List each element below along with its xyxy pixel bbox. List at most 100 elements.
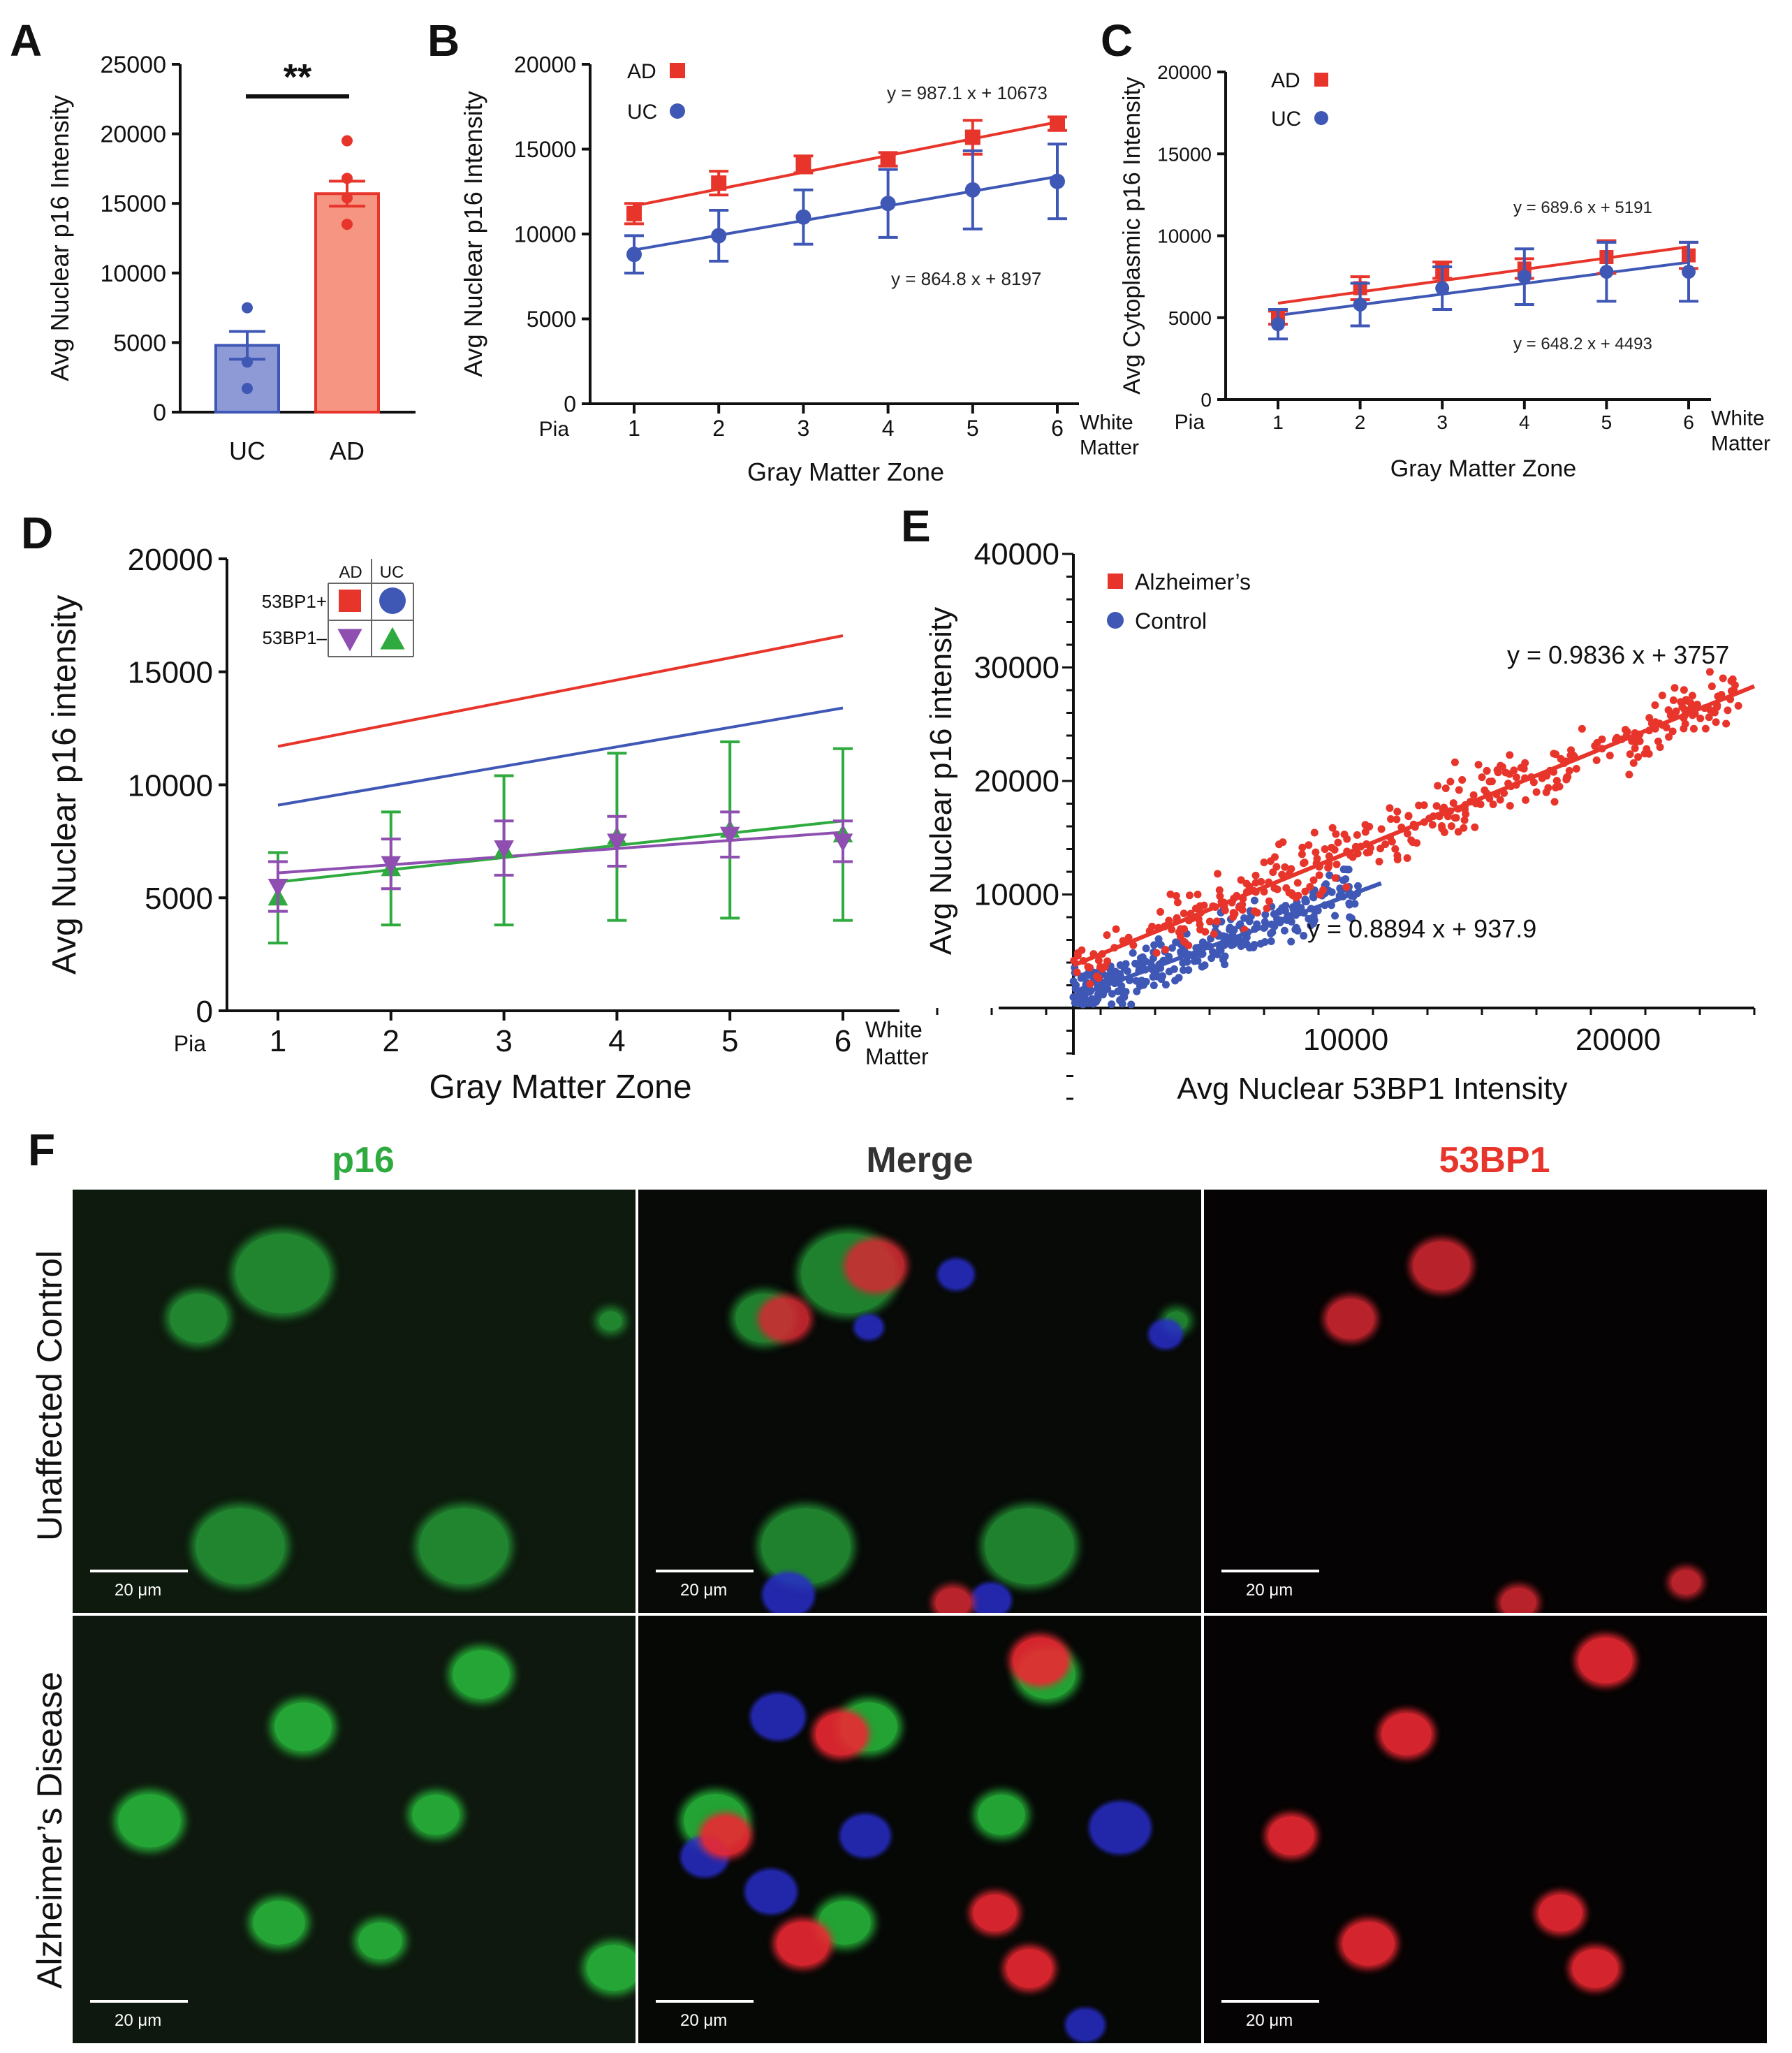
scatter-point bbox=[1108, 990, 1116, 998]
y-tick-label: 20000 bbox=[128, 543, 213, 577]
y-tick-label: 15000 bbox=[128, 656, 213, 690]
scatter-point bbox=[1680, 686, 1688, 694]
cell bbox=[358, 1922, 402, 1960]
cell bbox=[1342, 1921, 1395, 1966]
scatter-point bbox=[1265, 897, 1273, 905]
legend-label-ad: Alzheimer’s bbox=[1135, 569, 1251, 594]
scatter-point bbox=[1428, 821, 1437, 829]
scatter-point bbox=[1281, 902, 1290, 910]
data-point bbox=[1435, 281, 1450, 295]
scatter-point bbox=[1393, 808, 1402, 816]
x-tick-label: 5 bbox=[1601, 411, 1613, 433]
data-point bbox=[341, 192, 353, 204]
x-axis-title: Avg Nuclear 53BP1 Intensity bbox=[1177, 1072, 1567, 1106]
scatter-point bbox=[1565, 766, 1573, 775]
legend-marker-ad-pos bbox=[339, 590, 361, 612]
micro-row-control: Unaffected Control bbox=[30, 1250, 69, 1541]
fit-equation-uc: y = 648.2 x + 4493 bbox=[1513, 335, 1652, 353]
legend-marker-ad-neg bbox=[337, 629, 362, 652]
x-tick-label: 2 bbox=[383, 1024, 399, 1058]
scatter-point bbox=[1172, 892, 1180, 900]
y-tick-label: 30000 bbox=[974, 651, 1059, 685]
micro-col-merge: Merge bbox=[866, 1140, 973, 1181]
scatter-point bbox=[1415, 801, 1423, 810]
legend-label-uc: UC bbox=[627, 101, 657, 124]
scatter-point bbox=[1640, 750, 1649, 758]
data-point bbox=[1050, 116, 1065, 132]
cell bbox=[1327, 1299, 1374, 1339]
scatter-point bbox=[1342, 883, 1351, 891]
y-tick-label: 25000 bbox=[100, 52, 166, 78]
scatter-point bbox=[1309, 876, 1318, 884]
scatter-point bbox=[1166, 890, 1175, 898]
cell bbox=[1268, 1816, 1314, 1856]
x-tick-label: 5 bbox=[721, 1024, 738, 1058]
x-axis-left-end: Pia bbox=[1175, 411, 1205, 434]
scatter-point bbox=[1245, 944, 1254, 952]
scale-bar bbox=[1221, 1570, 1319, 1572]
scatter-point bbox=[1289, 905, 1298, 914]
scatter-point bbox=[1353, 882, 1362, 890]
scatter-point bbox=[1201, 928, 1210, 936]
chart-e: 10000 20000 10000 20000 30000 40000 Avg Nuclea… bbox=[924, 537, 1756, 1106]
scatter-point bbox=[1550, 798, 1559, 806]
scatter-point bbox=[1532, 788, 1541, 796]
scatter-point bbox=[1148, 922, 1156, 930]
scatter-point bbox=[1073, 949, 1082, 957]
scatter-point bbox=[1455, 786, 1463, 794]
x-tick-label: 1 bbox=[270, 1024, 286, 1058]
fit-line bbox=[277, 634, 844, 748]
scatter-point bbox=[1120, 964, 1129, 972]
scatter-point bbox=[1298, 843, 1307, 852]
scatter-point bbox=[1194, 915, 1203, 923]
scale-bar bbox=[90, 1570, 188, 1572]
scatter-point bbox=[1645, 714, 1654, 722]
scatter-point bbox=[1116, 996, 1124, 1004]
cell bbox=[235, 1233, 330, 1314]
scatter-point bbox=[1156, 907, 1165, 916]
scatter-point bbox=[1334, 838, 1342, 847]
data-point bbox=[242, 302, 253, 314]
cell bbox=[971, 1584, 1011, 1613]
scatter-point bbox=[1103, 972, 1111, 980]
scatter-point bbox=[1321, 845, 1329, 854]
data-point bbox=[341, 135, 353, 147]
scatter-point bbox=[1108, 1000, 1116, 1009]
data-point bbox=[880, 152, 896, 168]
y-tick-label: 20000 bbox=[514, 52, 576, 78]
scatter-point bbox=[1235, 921, 1244, 930]
x-tick-label: 3 bbox=[495, 1024, 512, 1058]
scatter-point bbox=[1213, 950, 1221, 958]
scatter-point bbox=[1345, 900, 1353, 909]
scatter-point bbox=[1696, 714, 1705, 722]
scatter-point bbox=[1634, 753, 1643, 761]
scatter-point bbox=[1132, 977, 1140, 985]
x-tick-label: 4 bbox=[1519, 411, 1530, 433]
cell bbox=[1150, 1320, 1182, 1347]
scatter-point bbox=[1512, 773, 1520, 782]
scatter-point bbox=[1552, 777, 1561, 785]
scatter-point bbox=[1689, 724, 1698, 733]
scatter-point bbox=[1191, 954, 1199, 962]
scatter-point bbox=[1292, 923, 1300, 932]
scatter-point bbox=[1082, 998, 1090, 1007]
x-axis-title: Gray Matter Zone bbox=[1390, 455, 1576, 482]
scatter-point bbox=[1693, 701, 1701, 709]
cell bbox=[1013, 1637, 1067, 1684]
scatter-point bbox=[1722, 719, 1731, 728]
fit-equation-control: y = 0.8894 x + 937.9 bbox=[1307, 914, 1536, 943]
scatter-point bbox=[1440, 828, 1448, 836]
chart-b: 0 5000 10000 15000 20000 1 2 3 4 5 6 Pia White Matter… bbox=[459, 52, 1139, 486]
y-tick-label: 15000 bbox=[514, 137, 576, 162]
cell bbox=[252, 1900, 305, 1945]
y-tick-label: 0 bbox=[153, 400, 166, 426]
scatter-point bbox=[1578, 724, 1586, 733]
micro-control-merge: 20 μm bbox=[638, 1190, 1201, 1613]
scatter-point bbox=[1705, 668, 1714, 676]
scatter-point bbox=[1098, 965, 1106, 973]
cell bbox=[196, 1508, 285, 1584]
scale-label: 20 μm bbox=[680, 1581, 728, 1600]
scatter-point bbox=[1085, 971, 1094, 979]
legend-marker-ad bbox=[1314, 73, 1328, 87]
legend-label-ad: AD bbox=[1271, 69, 1300, 92]
